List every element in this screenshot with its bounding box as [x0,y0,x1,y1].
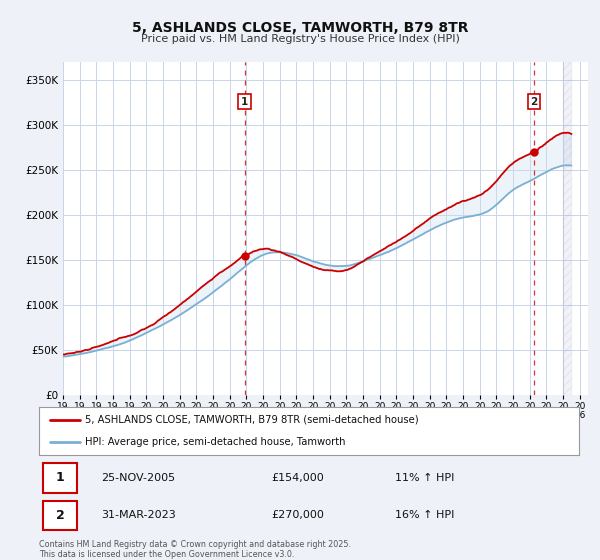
Text: £270,000: £270,000 [271,511,324,520]
FancyBboxPatch shape [43,463,77,493]
Text: 16% ↑ HPI: 16% ↑ HPI [395,511,455,520]
Text: 5, ASHLANDS CLOSE, TAMWORTH, B79 8TR (semi-detached house): 5, ASHLANDS CLOSE, TAMWORTH, B79 8TR (se… [85,415,419,425]
Text: £154,000: £154,000 [271,473,324,483]
Text: 31-MAR-2023: 31-MAR-2023 [101,511,176,520]
Text: 11% ↑ HPI: 11% ↑ HPI [395,473,455,483]
Text: Contains HM Land Registry data © Crown copyright and database right 2025.
This d: Contains HM Land Registry data © Crown c… [39,540,351,559]
Text: 25-NOV-2005: 25-NOV-2005 [101,473,175,483]
Text: 1: 1 [241,96,248,106]
Text: 2: 2 [530,96,538,106]
Text: Price paid vs. HM Land Registry's House Price Index (HPI): Price paid vs. HM Land Registry's House … [140,34,460,44]
Text: 2: 2 [56,509,64,522]
Text: 5, ASHLANDS CLOSE, TAMWORTH, B79 8TR: 5, ASHLANDS CLOSE, TAMWORTH, B79 8TR [132,21,468,35]
Text: HPI: Average price, semi-detached house, Tamworth: HPI: Average price, semi-detached house,… [85,437,346,447]
Text: 1: 1 [56,472,64,484]
FancyBboxPatch shape [43,501,77,530]
